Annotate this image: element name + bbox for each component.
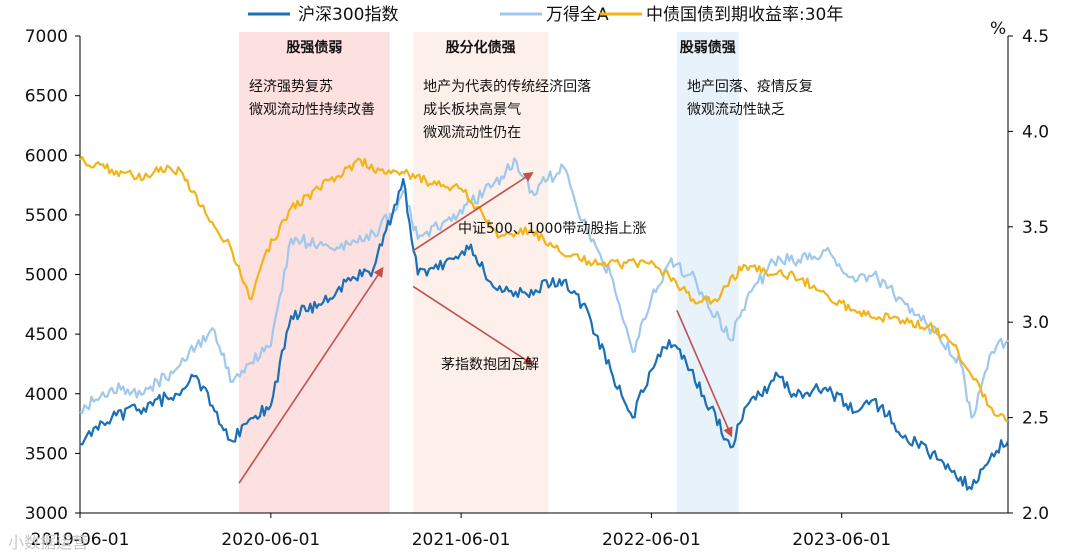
left-tick-label: 5000 — [25, 266, 68, 286]
trend-arrow — [412, 172, 534, 252]
annotation-label: 茅指数抱团瓦解 — [441, 357, 539, 373]
left-tick-label: 4000 — [25, 385, 68, 405]
x-tick-label: 2023-06-01 — [792, 530, 891, 550]
right-tick-label: 4.0 — [1022, 122, 1049, 142]
trend-arrow — [238, 266, 384, 484]
legend: 沪深300指数 万得全A 中债国债到期收益率:30年 — [248, 5, 843, 25]
region-title: 股强债弱 — [286, 39, 342, 56]
region-band — [413, 32, 549, 513]
region-note: 地产回落、疫情反复 — [687, 78, 813, 95]
series-line — [79, 157, 1009, 419]
left-tick-label: 6500 — [25, 87, 68, 107]
left-tick-label: 7000 — [25, 27, 68, 47]
legend-label: 中债国债到期收益率:30年 — [646, 5, 843, 25]
region-note: 微观流动性缺乏 — [687, 102, 785, 118]
region-title: 股分化债强 — [446, 39, 516, 56]
region-note: 经济强势复苏 — [249, 78, 333, 95]
x-tick-label: 2019-06-01 — [31, 530, 130, 550]
right-axis-unit: % — [990, 19, 1006, 39]
series-layer — [79, 155, 1009, 491]
series-line — [79, 155, 1009, 423]
left-tick-label: 5500 — [25, 206, 68, 226]
region-note: 微观流动性持续改善 — [249, 101, 375, 118]
left-tick-label: 3500 — [25, 444, 68, 464]
series-line — [79, 178, 1009, 491]
annotation-label: 中证500、1000带动股指上涨 — [458, 221, 646, 237]
left-tick-label: 4500 — [25, 325, 68, 345]
x-tick-label: 2020-06-01 — [221, 530, 320, 550]
watermark-text: 小数据运营 — [8, 533, 88, 552]
legend-label: 万得全A — [546, 5, 609, 25]
trend-arrow — [676, 309, 733, 438]
right-tick-label: 3.0 — [1022, 313, 1049, 333]
region-note: 地产为代表的传统经济回落 — [423, 79, 591, 95]
region-note: 成长板块高景气 — [423, 101, 521, 118]
x-tick-label: 2022-06-01 — [602, 530, 701, 550]
trend-arrow — [412, 285, 534, 366]
axes-layer: 3000 3500 4000 4500 5000 5500 6000 6500 7000 2.0 2… — [25, 19, 1049, 550]
right-tick-label: 2.5 — [1022, 409, 1049, 429]
region-note: 微观流动性仍在 — [423, 125, 521, 141]
x-tick-label: 2021-06-01 — [412, 530, 511, 550]
region-title: 股弱债强 — [680, 39, 736, 56]
left-tick-label: 3000 — [25, 504, 68, 524]
right-tick-label: 4.5 — [1022, 27, 1049, 47]
right-tick-label: 2.0 — [1022, 504, 1049, 524]
right-tick-label: 3.5 — [1022, 218, 1049, 238]
left-tick-label: 6000 — [25, 146, 68, 166]
legend-label: 沪深300指数 — [298, 5, 398, 25]
region-band — [239, 32, 390, 513]
